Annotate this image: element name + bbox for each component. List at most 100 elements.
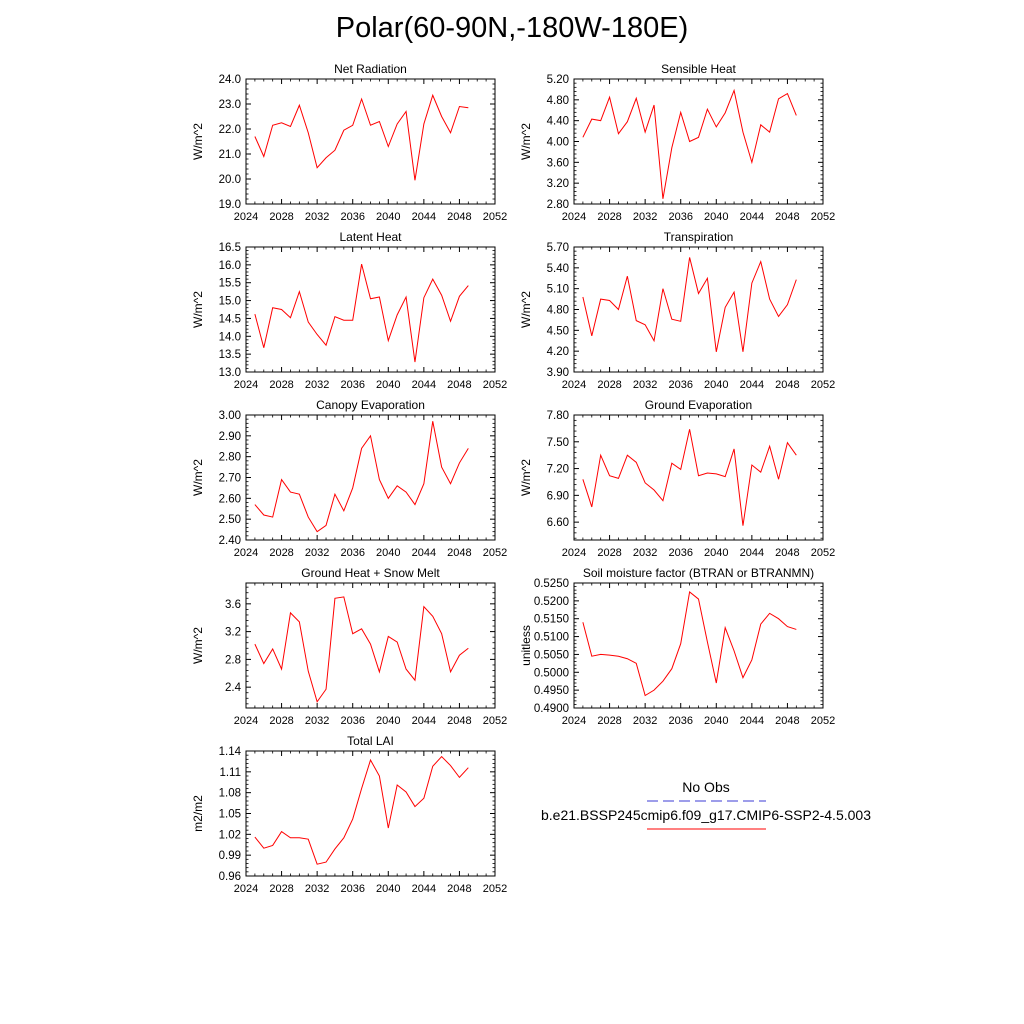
x-tick-label: 2052 [483,883,507,895]
y-tick-label: 2.80 [547,199,569,211]
x-tick-label: 2032 [633,211,657,223]
y-tick-label: 2.80 [219,452,241,464]
series-line [582,591,797,697]
y-tick-label: 4.40 [547,116,569,128]
y-tick-label: 3.00 [219,410,241,422]
y-tick-label: 3.6 [225,599,241,611]
y-tick-label: 3.90 [547,367,569,379]
x-tick-label: 2048 [775,715,799,727]
x-tick-label: 2052 [811,211,835,223]
x-tick-label: 2044 [412,211,436,223]
x-tick-label: 2024 [234,211,258,223]
x-tick-label: 2024 [234,379,258,391]
y-tick-label: 0.96 [219,871,241,883]
x-tick-label: 2052 [811,547,835,559]
series-line [582,257,797,352]
y-tick-label: 16.5 [219,242,241,254]
y-tick-label: 5.20 [547,74,569,86]
panel-title: Net Radiation [334,62,407,76]
x-tick-label: 2036 [668,379,692,391]
y-tick-label: 2.50 [219,514,241,526]
series-line [254,596,469,703]
x-tick-label: 2044 [740,715,764,727]
x-tick-label: 2024 [562,379,586,391]
x-tick-label: 2032 [305,547,329,559]
x-tick-label: 2036 [340,211,364,223]
x-tick-label: 2028 [597,715,621,727]
x-tick-label: 2028 [269,883,293,895]
panel-title: Ground Heat + Snow Melt [301,566,440,580]
y-tick-label: 1.14 [219,746,242,758]
y-tick-label: 14.5 [219,313,241,325]
y-tick-label: 5.40 [547,263,569,275]
y-tick-label: 1.11 [219,767,241,779]
y-tick-label: 7.80 [547,410,569,422]
panel-ground-evaporation: 2024 2028 2032 2036 2040 2044 2048 2052 6.60 6.90… [519,398,835,559]
panel-ground-heat-snow-melt: 2024 2028 2032 2036 2040 2044 2048 2052 2.4 2.8 3.… [191,566,507,727]
y-tick-label: 4.50 [547,325,569,337]
y-tick-label: 7.50 [547,437,569,449]
series-line [254,421,469,533]
panel-net-radiation: 2024 2028 2032 2036 2040 2044 2048 2052 19.0 20.0… [191,62,507,223]
y-tick-label: 23.0 [219,99,241,111]
legend-case-label: b.e21.BSSP245cmip6.f09_g17.CMIP6-SSP2-4.… [541,807,871,823]
x-tick-label: 2024 [234,547,258,559]
y-tick-label: 13.0 [219,367,241,379]
series-line [582,429,797,526]
y-axis-label: W/m^2 [191,627,205,664]
panel-sensible-heat: 2024 2028 2032 2036 2040 2044 2048 2052 2.80 3.20… [519,62,835,223]
x-tick-label: 2048 [447,211,471,223]
panel-total-lai: 2024 2028 2032 2036 2040 2044 2048 2052 0.96 0.99… [191,734,507,895]
x-tick-label: 2032 [305,379,329,391]
x-tick-label: 2024 [562,715,586,727]
x-tick-label: 2036 [668,211,692,223]
panel-soil-moisture-factor-btran-or-btranmn: 2024 2028 2032 2036 2040 2044 2048 2052 0.4900 0.… [519,566,835,727]
legend-obs-label: No Obs [682,779,730,795]
page-title: Polar(60-90N,-180W-180E) [335,12,689,44]
panel-title: Ground Evaporation [645,398,752,412]
x-tick-label: 2032 [305,883,329,895]
y-axis-label: W/m^2 [191,291,205,328]
x-tick-label: 2028 [269,715,293,727]
x-tick-label: 2052 [811,379,835,391]
panel-transpiration: 2024 2028 2032 2036 2040 2044 2048 2052 3.90 4.20… [519,230,835,391]
x-tick-label: 2052 [483,379,507,391]
x-tick-label: 2044 [412,715,436,727]
x-tick-label: 2052 [483,547,507,559]
x-tick-label: 2036 [340,883,364,895]
panel-title: Canopy Evaporation [316,398,425,412]
y-tick-label: 15.0 [219,296,241,308]
x-tick-label: 2040 [376,883,400,895]
y-tick-label: 0.5050 [534,649,569,661]
y-tick-label: 0.5000 [534,667,569,679]
panel-title: Sensible Heat [661,62,736,76]
y-tick-label: 2.4 [225,682,242,694]
x-tick-label: 2032 [305,211,329,223]
x-tick-label: 2028 [269,547,293,559]
x-tick-label: 2048 [775,379,799,391]
x-tick-label: 2028 [597,211,621,223]
panel-title: Soil moisture factor (BTRAN or BTRANMN) [583,566,814,580]
y-axis-label: unitless [519,625,533,666]
x-tick-label: 2044 [412,547,436,559]
y-tick-label: 2.90 [219,431,241,443]
x-tick-label: 2024 [234,715,258,727]
y-tick-label: 4.00 [547,137,569,149]
x-tick-label: 2048 [447,715,471,727]
x-tick-label: 2028 [597,379,621,391]
y-tick-label: 24.0 [219,74,241,86]
y-tick-label: 5.70 [547,242,569,254]
panel-title: Latent Heat [339,230,402,244]
y-tick-label: 16.0 [219,260,241,272]
y-tick-label: 6.90 [547,490,569,502]
x-tick-label: 2036 [668,547,692,559]
x-tick-label: 2044 [412,883,436,895]
series-line [582,88,797,199]
x-tick-label: 2024 [562,211,586,223]
y-tick-label: 19.0 [219,199,241,211]
y-tick-label: 0.5100 [534,632,569,644]
x-tick-label: 2044 [740,379,764,391]
